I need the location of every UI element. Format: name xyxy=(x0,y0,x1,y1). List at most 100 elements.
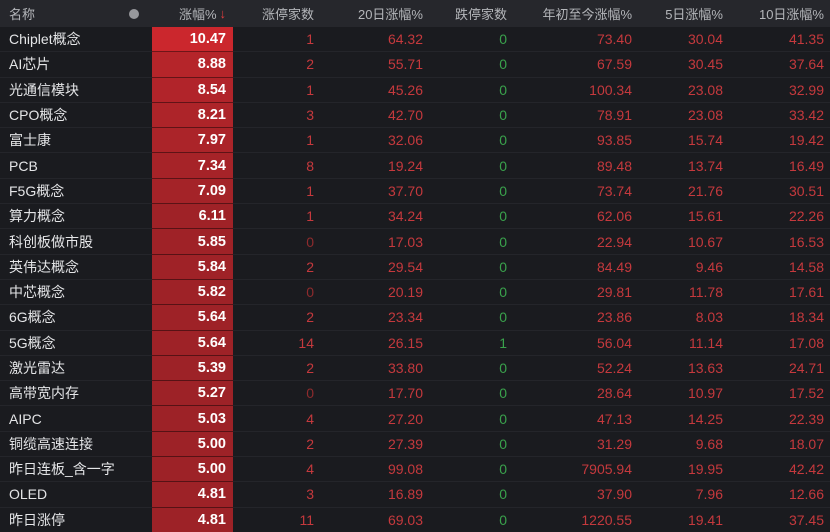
change-percent-cell[interactable]: 4.81 xyxy=(152,482,233,508)
10day-change-cell: 17.61 xyxy=(788,284,824,301)
column-header-5day-change[interactable]: 5日涨幅% xyxy=(665,7,723,22)
table-row[interactable]: 高带宽内存 5.27 0 17.70 0 28.64 10.97 17.52 xyxy=(0,381,830,407)
indicator-cell xyxy=(115,508,152,532)
limit-up-count-cell: 0 xyxy=(306,284,314,301)
change-percent-cell[interactable]: 5.82 xyxy=(152,279,233,306)
5day-change-cell: 11.14 xyxy=(689,334,723,351)
indicator-cell xyxy=(115,305,152,329)
change-percent-cell[interactable]: 10.47 xyxy=(152,27,233,53)
sector-name-cell[interactable]: 铜缆高速连接 xyxy=(9,435,93,452)
table-row[interactable]: AIPC 5.03 4 27.20 0 47.13 14.25 22.39 xyxy=(0,406,830,432)
sector-name-cell[interactable]: CPO概念 xyxy=(9,107,68,124)
5day-change-cell: 13.74 xyxy=(687,157,723,174)
table-row[interactable]: 科创板做市股 5.85 0 17.03 0 22.94 10.67 16.53 xyxy=(0,229,830,255)
20day-change-cell: 69.03 xyxy=(387,511,423,528)
sector-name-cell[interactable]: 中芯概念 xyxy=(9,284,65,301)
sector-name-cell[interactable]: 昨日涨停 xyxy=(9,511,65,528)
change-percent-cell[interactable]: 5.64 xyxy=(152,330,233,356)
table-row[interactable]: 铜缆高速连接 5.00 2 27.39 0 31.29 9.68 18.07 xyxy=(0,431,830,458)
5day-change-cell: 10.97 xyxy=(687,385,723,402)
limit-up-count-cell: 1 xyxy=(306,208,314,225)
limit-up-count-cell: 1 xyxy=(306,132,314,149)
column-header-limit-down-count[interactable]: 跌停家数 xyxy=(454,7,507,22)
5day-change-cell: 23.08 xyxy=(687,81,723,98)
20day-change-cell: 42.70 xyxy=(387,107,423,124)
table-row[interactable]: OLED 4.81 3 16.89 0 37.90 7.96 12.66 xyxy=(0,482,830,508)
change-percent-cell[interactable]: 7.97 xyxy=(152,128,233,154)
sector-name-cell[interactable]: PCB xyxy=(9,157,38,174)
table-row[interactable]: 昨日涨停 4.81 11 69.03 0 1220.55 19.41 37.45 xyxy=(0,507,830,532)
change-percent-cell[interactable]: 5.00 xyxy=(152,457,233,483)
table-row[interactable]: 中芯概念 5.82 0 20.19 0 29.81 11.78 17.61 xyxy=(0,279,830,306)
limit-down-count-cell: 0 xyxy=(499,107,507,124)
change-percent-cell[interactable]: 5.03 xyxy=(152,406,233,432)
limit-down-count-cell: 0 xyxy=(499,31,507,48)
change-percent-cell[interactable]: 5.27 xyxy=(152,381,233,407)
ytd-change-cell: 31.29 xyxy=(596,435,632,452)
table-row[interactable]: PCB 7.34 8 19.24 0 89.48 13.74 16.49 xyxy=(0,153,830,179)
change-percent-cell[interactable]: 5.00 xyxy=(152,431,233,458)
sector-name-cell[interactable]: 6G概念 xyxy=(9,309,56,326)
sector-name-cell[interactable]: Chiplet概念 xyxy=(9,31,81,48)
circle-indicator-icon xyxy=(128,8,139,19)
change-percent-cell[interactable]: 5.39 xyxy=(152,355,233,382)
table-row[interactable]: 光通信模块 8.54 1 45.26 0 100.34 23.08 32.99 xyxy=(0,77,830,103)
indicator-cell xyxy=(115,255,152,279)
ytd-change-cell: 56.04 xyxy=(596,334,632,351)
sector-name-cell[interactable]: 昨日连板_含一字 xyxy=(9,461,115,478)
10day-change-cell: 14.58 xyxy=(788,258,824,275)
table-row[interactable]: 昨日连板_含一字 5.00 4 99.08 0 7905.94 19.95 42.42 xyxy=(0,457,830,483)
10day-change-cell: 17.52 xyxy=(788,385,824,402)
column-header-indicator[interactable] xyxy=(115,0,152,27)
change-percent-cell[interactable]: 5.84 xyxy=(152,254,233,280)
change-percent-cell[interactable]: 7.34 xyxy=(152,153,233,179)
sector-name-cell[interactable]: OLED xyxy=(9,486,48,503)
sector-name-cell[interactable]: 科创板做市股 xyxy=(9,233,93,250)
ytd-change-cell: 84.49 xyxy=(596,258,632,275)
5day-change-cell: 21.76 xyxy=(687,182,723,199)
sector-name-cell[interactable]: 5G概念 xyxy=(9,334,56,351)
column-header-20day-change[interactable]: 20日涨幅% xyxy=(357,7,423,22)
change-percent-cell[interactable]: 5.85 xyxy=(152,229,233,255)
table-row[interactable]: AI芯片 8.88 2 55.71 0 67.59 30.45 37.64 xyxy=(0,52,830,78)
change-percent-cell[interactable]: 6.11 xyxy=(152,204,233,230)
table-row[interactable]: Chiplet概念 10.47 1 64.32 0 73.40 30.04 41.35 xyxy=(0,27,830,53)
sector-name-cell[interactable]: 激光雷达 xyxy=(9,360,65,376)
table-row[interactable]: 富士康 7.97 1 32.06 0 93.85 15.74 19.42 xyxy=(0,128,830,154)
table-row[interactable]: 英伟达概念 5.84 2 29.54 0 84.49 9.46 14.58 xyxy=(0,254,830,280)
ytd-change-cell: 89.48 xyxy=(596,157,632,174)
change-percent-cell[interactable]: 7.09 xyxy=(152,178,233,205)
20day-change-cell: 17.70 xyxy=(387,385,423,402)
table-row[interactable]: CPO概念 8.21 3 42.70 0 78.91 23.08 33.42 xyxy=(0,102,830,129)
table-row[interactable]: 算力概念 6.11 1 34.24 0 62.06 15.61 22.26 xyxy=(0,204,830,230)
sector-name-cell[interactable]: 高带宽内存 xyxy=(9,385,79,402)
sector-name-cell[interactable]: 英伟达概念 xyxy=(9,258,79,275)
sort-desc-icon: ↓ xyxy=(219,6,227,21)
column-header-change[interactable]: 涨幅% ↓ xyxy=(152,0,233,27)
sector-name-cell[interactable]: AIPC xyxy=(9,410,42,427)
indicator-cell xyxy=(115,128,152,152)
sector-name-cell[interactable]: AI芯片 xyxy=(9,56,51,73)
column-header-limit-up-count[interactable]: 涨停家数 xyxy=(261,7,314,22)
sector-name-cell[interactable]: F5G概念 xyxy=(9,182,65,199)
column-header-ytd-change[interactable]: 年初至今涨幅% xyxy=(542,7,632,22)
change-percent-cell[interactable]: 8.21 xyxy=(152,102,233,129)
sector-name-cell[interactable]: 光通信模块 xyxy=(9,81,79,98)
sector-name-cell[interactable]: 富士康 xyxy=(9,132,51,149)
change-percent-cell[interactable]: 8.88 xyxy=(152,52,233,78)
table-row[interactable]: 激光雷达 5.39 2 33.80 0 52.24 13.63 24.71 xyxy=(0,355,830,382)
indicator-cell xyxy=(115,331,152,355)
change-percent-cell[interactable]: 5.64 xyxy=(152,305,233,331)
column-header-name[interactable]: 名称 xyxy=(9,7,36,22)
table-row[interactable]: 5G概念 5.64 14 26.15 1 56.04 11.14 17.08 xyxy=(0,330,830,356)
table-row[interactable]: 6G概念 5.64 2 23.34 0 23.86 8.03 18.34 xyxy=(0,305,830,331)
change-percent-cell[interactable]: 8.54 xyxy=(152,77,233,103)
table-row[interactable]: F5G概念 7.09 1 37.70 0 73.74 21.76 30.51 xyxy=(0,178,830,205)
limit-up-count-cell: 11 xyxy=(299,511,314,528)
10day-change-cell: 22.39 xyxy=(788,410,824,427)
ytd-change-cell: 52.24 xyxy=(596,360,632,376)
column-header-10day-change[interactable]: 10日涨幅% xyxy=(758,7,824,22)
change-percent-cell[interactable]: 4.81 xyxy=(152,507,233,532)
sector-name-cell[interactable]: 算力概念 xyxy=(9,208,65,225)
indicator-cell xyxy=(115,52,152,76)
